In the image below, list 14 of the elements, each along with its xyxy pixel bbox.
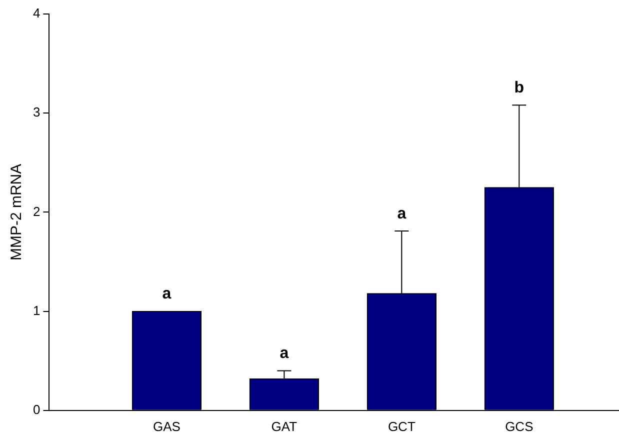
x-tick-label: GAS xyxy=(152,418,181,434)
annotation: a xyxy=(397,205,406,222)
x-tick-label: GCS xyxy=(505,418,534,434)
x-tick-label: GAT xyxy=(271,418,298,434)
y-axis-title: MMP-2 mRNA xyxy=(8,164,26,261)
y-tick-label: 3 xyxy=(32,104,40,120)
y-tick-label: 1 xyxy=(32,302,40,318)
annotation: a xyxy=(280,345,289,362)
annotation: b xyxy=(514,80,524,97)
y-tick-label: 2 xyxy=(32,204,40,219)
annotation: a xyxy=(162,286,172,303)
y-tick-label: 4 xyxy=(32,6,40,21)
y-tick-label: 0 xyxy=(32,402,40,417)
x-tick-label: GCT xyxy=(388,418,416,434)
